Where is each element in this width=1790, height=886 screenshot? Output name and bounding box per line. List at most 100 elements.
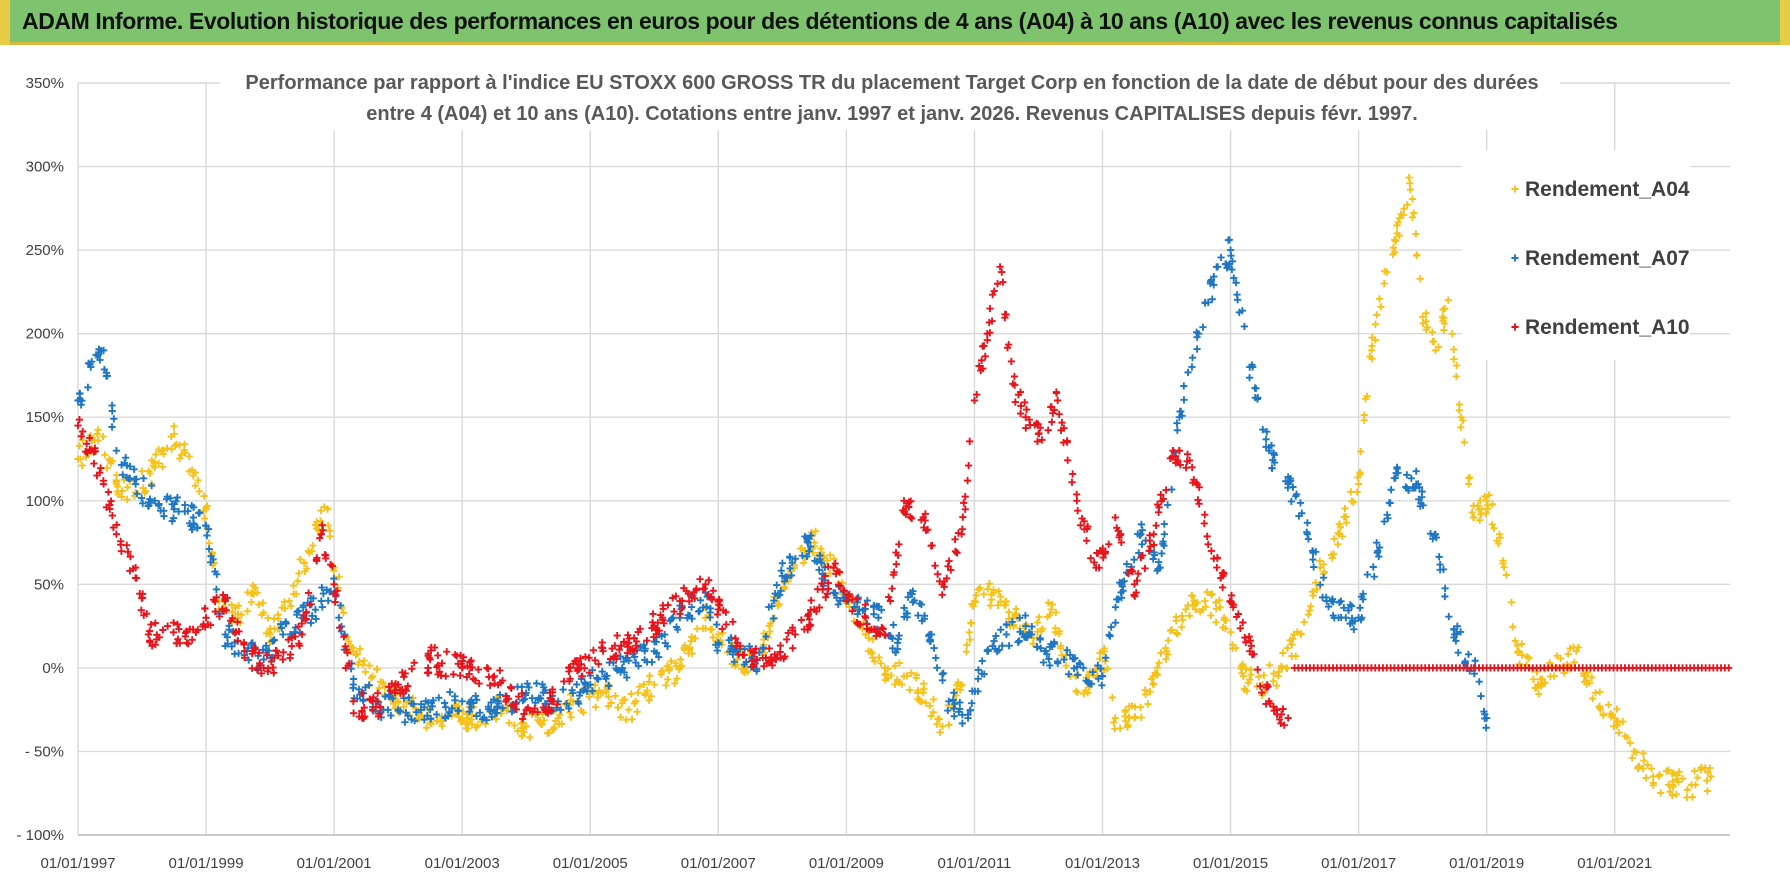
- interpolated-point: [1690, 767, 1699, 775]
- interpolated-point: [1336, 523, 1344, 531]
- interpolated-point: [978, 657, 986, 665]
- data-point: [1444, 296, 1452, 304]
- interpolated-point: [1183, 450, 1192, 458]
- interpolated-point: [1632, 748, 1641, 756]
- interpolated-point: [215, 612, 224, 621]
- interpolated-point: [1499, 559, 1507, 567]
- interpolated-point: [955, 708, 963, 716]
- interpolated-point: [555, 720, 563, 728]
- interpolated-point: [132, 574, 141, 582]
- interpolated-point: [870, 610, 878, 618]
- interpolated-point: [875, 653, 883, 661]
- interpolated-point: [1475, 678, 1483, 686]
- interpolated-point: [1048, 418, 1056, 426]
- interpolated-point: [76, 455, 84, 463]
- interpolated-point: [938, 670, 946, 678]
- interpolated-point: [1059, 438, 1068, 447]
- interpolated-point: [716, 601, 724, 610]
- interpolated-point: [270, 654, 278, 662]
- interpolated-point: [365, 661, 374, 670]
- interpolated-point: [1703, 777, 1711, 785]
- interpolated-point: [1535, 690, 1543, 698]
- data-point: [1047, 605, 1055, 613]
- interpolated-point: [319, 590, 327, 598]
- interpolated-point: [244, 644, 252, 652]
- interpolated-point: [1418, 488, 1426, 496]
- interpolated-point: [725, 636, 733, 644]
- interpolated-point: [909, 587, 917, 595]
- interpolated-point: [718, 625, 726, 633]
- interpolated-point: [971, 598, 980, 606]
- interpolated-point: [102, 503, 111, 511]
- interpolated-point: [394, 699, 402, 707]
- x-tick-label: 01/01/1997: [40, 855, 115, 872]
- interpolated-point: [170, 619, 178, 627]
- interpolated-point: [678, 604, 686, 612]
- interpolated-point: [821, 572, 829, 580]
- interpolated-point: [676, 655, 685, 664]
- interpolated-point: [604, 693, 613, 701]
- interpolated-point: [458, 657, 467, 665]
- interpolated-point: [1391, 474, 1399, 482]
- interpolated-point: [998, 268, 1006, 276]
- interpolated-point: [454, 707, 462, 715]
- interpolated-point: [964, 711, 972, 719]
- interpolated-point: [613, 631, 621, 640]
- interpolated-point: [203, 531, 211, 540]
- interpolated-point: [94, 351, 102, 360]
- interpolated-point: [82, 447, 90, 456]
- legend-label: Rendement_A07: [1525, 247, 1690, 270]
- interpolated-point: [1099, 553, 1107, 562]
- interpolated-point: [914, 689, 922, 697]
- interpolated-point: [324, 597, 332, 605]
- interpolated-point: [472, 692, 480, 700]
- interpolated-point: [1044, 426, 1052, 434]
- interpolated-point: [485, 673, 493, 681]
- data-point: [861, 630, 870, 639]
- interpolated-point: [1044, 599, 1052, 607]
- interpolated-point: [1177, 407, 1185, 415]
- header-corner-right: [1780, 0, 1790, 45]
- interpolated-point: [139, 474, 148, 482]
- interpolated-point: [1373, 539, 1381, 547]
- interpolated-point: [647, 692, 655, 700]
- data-point: [298, 630, 306, 639]
- interpolated-point: [978, 356, 986, 364]
- interpolated-point: [1184, 601, 1192, 609]
- interpolated-point: [659, 605, 667, 613]
- interpolated-point: [1188, 363, 1196, 371]
- interpolated-point: [90, 460, 98, 468]
- interpolated-point: [576, 654, 585, 663]
- data-point: [701, 580, 710, 588]
- interpolated-point: [295, 569, 303, 578]
- interpolated-point: [1145, 547, 1153, 555]
- interpolated-point: [228, 601, 236, 609]
- interpolated-point: [1368, 342, 1376, 350]
- data-point: [183, 639, 191, 647]
- interpolated-point: [1131, 713, 1139, 721]
- interpolated-point: [1072, 687, 1080, 695]
- interpolated-point: [1304, 611, 1312, 619]
- interpolated-point: [1038, 436, 1046, 444]
- interpolated-point: [594, 693, 602, 702]
- interpolated-point: [1193, 599, 1201, 607]
- interpolated-point: [172, 497, 180, 505]
- interpolated-point: [1001, 598, 1010, 606]
- interpolated-point: [173, 620, 182, 628]
- interpolated-point: [1289, 483, 1297, 491]
- interpolated-point: [1131, 703, 1139, 711]
- data-point: [1130, 580, 1139, 588]
- data-point: [1150, 530, 1158, 538]
- interpolated-point: [341, 642, 349, 650]
- interpolated-point: [1342, 513, 1350, 521]
- interpolated-point: [575, 691, 584, 700]
- interpolated-point: [768, 661, 776, 669]
- interpolated-point: [1247, 642, 1256, 650]
- interpolated-point: [1640, 757, 1648, 765]
- interpolated-point: [1604, 701, 1613, 709]
- interpolated-point: [547, 707, 555, 715]
- interpolated-point: [369, 697, 377, 705]
- interpolated-point: [200, 492, 208, 500]
- interpolated-point: [420, 716, 428, 724]
- interpolated-point: [656, 611, 665, 619]
